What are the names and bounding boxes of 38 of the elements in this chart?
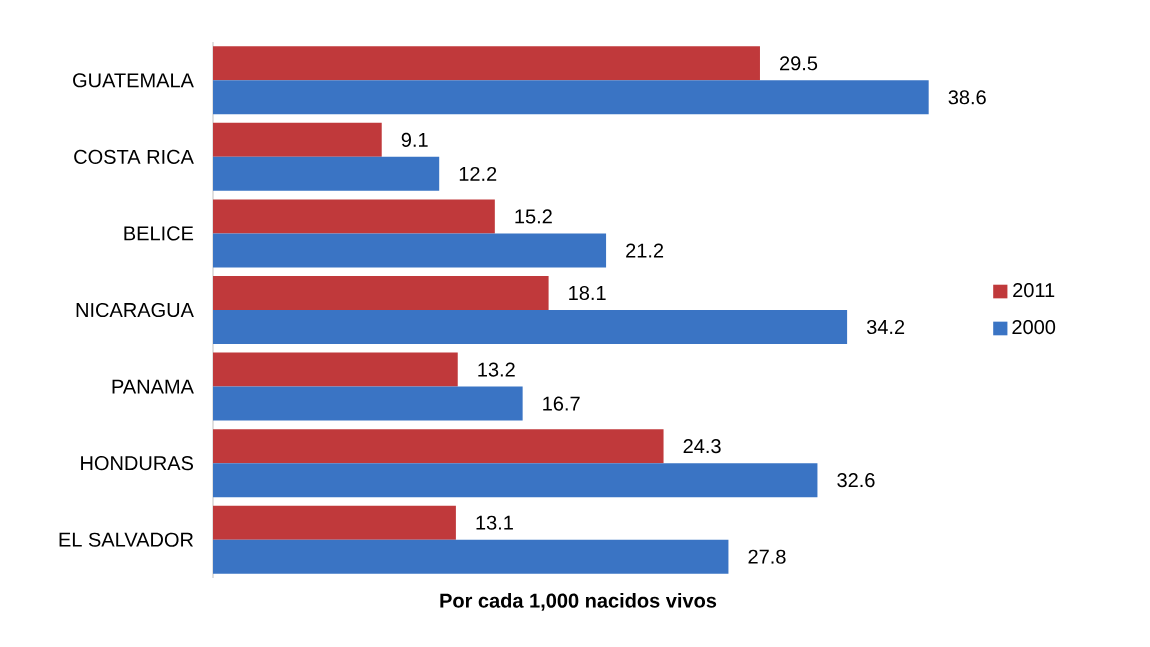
- data-label: 9.1: [401, 132, 428, 147]
- legend-label: 2000: [1012, 320, 1056, 335]
- bar: [213, 539, 729, 574]
- bar: [213, 156, 440, 191]
- legend-label: 2011: [1013, 283, 1055, 298]
- bar: [213, 352, 458, 387]
- y-tick-label: GUATEMALA: [73, 73, 194, 88]
- data-label: 12.2: [459, 166, 497, 181]
- y-tick-label: BELICE: [124, 226, 194, 241]
- bar: [213, 386, 523, 421]
- y-tick-label: COSTA RICA: [74, 149, 194, 164]
- bar: [213, 505, 456, 540]
- data-label: 16.7: [543, 396, 580, 411]
- bar: [213, 463, 818, 498]
- bar: [213, 310, 848, 344]
- data-label: 18.1: [569, 285, 606, 301]
- bar: [213, 199, 495, 234]
- bar: [213, 122, 382, 157]
- y-tick-label: PANAMA: [112, 379, 194, 394]
- bar: [213, 80, 929, 115]
- bar: [213, 276, 549, 310]
- data-label: 13.2: [478, 362, 515, 377]
- data-label: 24.3: [683, 439, 721, 454]
- data-label: 27.8: [748, 549, 786, 564]
- data-label: 38.6: [948, 90, 986, 105]
- data-label: 21.2: [626, 243, 664, 258]
- bar: [213, 46, 760, 81]
- y-tick-label: HONDURAS: [81, 456, 194, 471]
- data-label: 15.2: [515, 209, 552, 224]
- y-tick-label: EL SALVADOR: [59, 532, 194, 547]
- bar: [213, 429, 664, 464]
- data-label: 34.2: [866, 319, 905, 335]
- data-label: 29.5: [780, 56, 818, 71]
- bar: [213, 233, 607, 268]
- y-tick-label: NICARAGUA: [76, 302, 194, 318]
- data-label: 32.6: [837, 473, 875, 488]
- data-label: 13.1: [476, 515, 513, 530]
- x-axis-title: Por cada 1,000 nacidos vivos: [440, 593, 717, 611]
